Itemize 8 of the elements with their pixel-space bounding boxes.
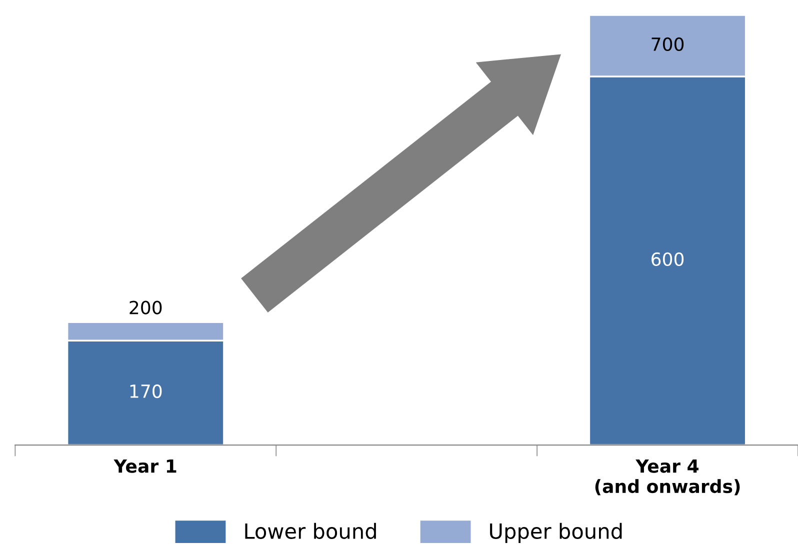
legend-label: Lower bound [245,522,376,540]
total-label: 200 [130,300,162,314]
total-label: 700 [652,37,684,51]
x-tick-label: Year 1 [114,459,176,473]
x-tick-label: Year 4 (and onwards) [595,459,740,496]
legend-label: Upper bound [490,522,622,544]
data-label: 600 [652,252,684,266]
data-label: 170 [130,384,162,398]
